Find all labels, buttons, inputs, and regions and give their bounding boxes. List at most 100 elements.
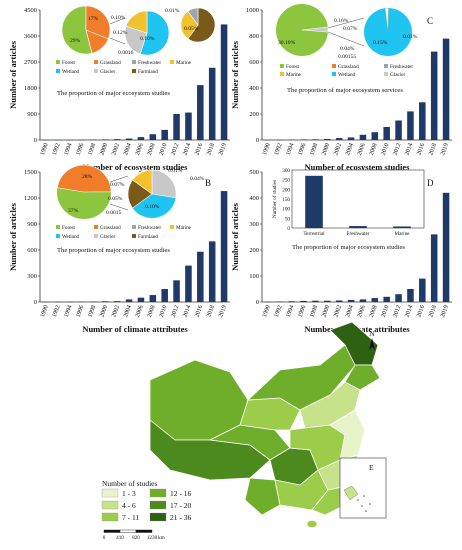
inset-y-tick: 200 bbox=[282, 187, 290, 193]
legend-label: Glacier bbox=[100, 69, 116, 75]
bar bbox=[276, 301, 284, 302]
scale-bar-segment bbox=[103, 529, 121, 533]
x-tick-label: 2000 bbox=[320, 142, 331, 156]
legend-label: Freshwater bbox=[138, 225, 161, 231]
y-tick-label: 900 bbox=[27, 111, 37, 118]
x-tick-label: 2019 bbox=[217, 304, 228, 318]
bar bbox=[359, 299, 367, 302]
pie-label: 30.10% bbox=[278, 40, 296, 46]
legend-swatch bbox=[56, 225, 60, 229]
inset-caption: The proportion of major ecosystem studie… bbox=[57, 90, 170, 97]
x-tick-label: 2008 bbox=[368, 142, 379, 156]
x-tick-label: 1992 bbox=[51, 304, 62, 318]
bar bbox=[300, 300, 307, 302]
legend-label: Freshwater bbox=[390, 64, 413, 70]
pie-label: 0.15% bbox=[373, 40, 388, 46]
x-tick-label: 2014 bbox=[404, 142, 415, 156]
bar bbox=[185, 112, 192, 140]
x-tick-label: 2008 bbox=[146, 142, 157, 156]
legend-swatch bbox=[280, 64, 284, 68]
map-legend-swatch bbox=[101, 512, 119, 522]
hainan-region bbox=[306, 520, 318, 528]
map-legend-swatch bbox=[149, 488, 167, 498]
y-axis-title: Number of articles bbox=[8, 40, 18, 109]
legend-label: Forest bbox=[62, 225, 76, 231]
x-tick-label: 1998 bbox=[87, 142, 98, 156]
x-tick-label: 2018 bbox=[427, 142, 438, 156]
bar bbox=[113, 301, 121, 302]
x-tick-label: 2004 bbox=[122, 142, 133, 156]
inset-bar-d: 0 50 100 150 200 250 300 Terrestrial Freshwater M… bbox=[271, 168, 425, 251]
pie-label: 0.0016 bbox=[118, 50, 134, 56]
bar bbox=[383, 127, 390, 140]
x-tick-label: 2012 bbox=[392, 142, 403, 156]
x-tick-label: 2018 bbox=[205, 304, 216, 318]
pie-label: 0.05% bbox=[108, 196, 123, 202]
x-tick-label: 2010 bbox=[380, 142, 391, 156]
bar bbox=[383, 296, 390, 302]
y-tick-label: 300 bbox=[249, 221, 259, 228]
y-tick-label: 1500 bbox=[24, 169, 37, 176]
x-tick-label: 2014 bbox=[182, 142, 193, 156]
bar bbox=[371, 132, 379, 140]
bar bbox=[347, 137, 355, 140]
x-tick-label: 2010 bbox=[158, 304, 169, 318]
legend-swatch bbox=[56, 234, 60, 238]
inset-island-dot bbox=[363, 495, 365, 497]
bar bbox=[185, 265, 192, 302]
bar bbox=[220, 191, 228, 302]
pie-connector bbox=[109, 203, 129, 211]
legend-swatch bbox=[170, 60, 174, 64]
y-tick-label: 0 bbox=[256, 137, 259, 144]
scale-unit: km bbox=[158, 535, 165, 541]
bar bbox=[419, 102, 426, 140]
x-tick-label: 2012 bbox=[170, 142, 181, 156]
inset-map-frame bbox=[339, 457, 387, 519]
x-tick-label: 2004 bbox=[344, 304, 355, 318]
legend-label: Marine bbox=[176, 60, 192, 66]
x-tick-label: 2016 bbox=[415, 142, 426, 156]
legend-label: Grassland bbox=[100, 225, 121, 231]
inset-island bbox=[343, 485, 359, 501]
x-tick-label: 1996 bbox=[75, 304, 86, 318]
bar bbox=[102, 139, 109, 140]
bar bbox=[407, 111, 414, 140]
x-tick-label: 1998 bbox=[87, 304, 98, 318]
inset-y-tick: 150 bbox=[282, 197, 290, 203]
bar bbox=[197, 251, 204, 302]
pie-label: 0.00155 bbox=[338, 54, 356, 60]
x-tick-label: 2000 bbox=[98, 142, 109, 156]
bar bbox=[102, 301, 109, 302]
panel-letter: D bbox=[427, 178, 434, 188]
pie-label: 0.07% bbox=[343, 26, 358, 32]
bar bbox=[161, 289, 168, 302]
pie-label: 0.04% bbox=[190, 176, 205, 182]
x-tick-label: 2014 bbox=[404, 304, 415, 318]
x-axis-title: Number of climate attributes bbox=[82, 324, 188, 334]
x-tick-label: 1990 bbox=[39, 142, 50, 156]
legend-swatch bbox=[56, 69, 60, 73]
legend-label: Marine bbox=[286, 72, 302, 78]
scale-label: 1230 bbox=[147, 535, 158, 541]
legend-swatch bbox=[170, 225, 174, 229]
inset-island-dot bbox=[365, 510, 367, 512]
bar bbox=[407, 289, 414, 302]
pie-connector bbox=[109, 17, 126, 25]
x-tick-label: 2019 bbox=[217, 142, 228, 156]
x-tick-label: 1996 bbox=[75, 142, 86, 156]
inset-x-label: Freshwater bbox=[346, 231, 369, 237]
legend-swatch bbox=[132, 69, 136, 73]
inset-x-label: Marine bbox=[395, 231, 411, 237]
bar bbox=[430, 234, 438, 302]
x-tick-label: 2016 bbox=[193, 304, 204, 318]
y-tick-label: 200 bbox=[249, 111, 259, 118]
inset-bar bbox=[305, 175, 323, 228]
pie-b-grassland-slice bbox=[56, 164, 112, 193]
bar bbox=[161, 129, 168, 140]
legend-swatch bbox=[384, 72, 388, 76]
pie-a-sub2-slice bbox=[187, 7, 216, 43]
x-tick-label: 2002 bbox=[110, 304, 121, 318]
pie-a-sub-slice bbox=[124, 25, 148, 55]
legend-label: Forest bbox=[62, 60, 76, 66]
bar bbox=[137, 137, 145, 140]
